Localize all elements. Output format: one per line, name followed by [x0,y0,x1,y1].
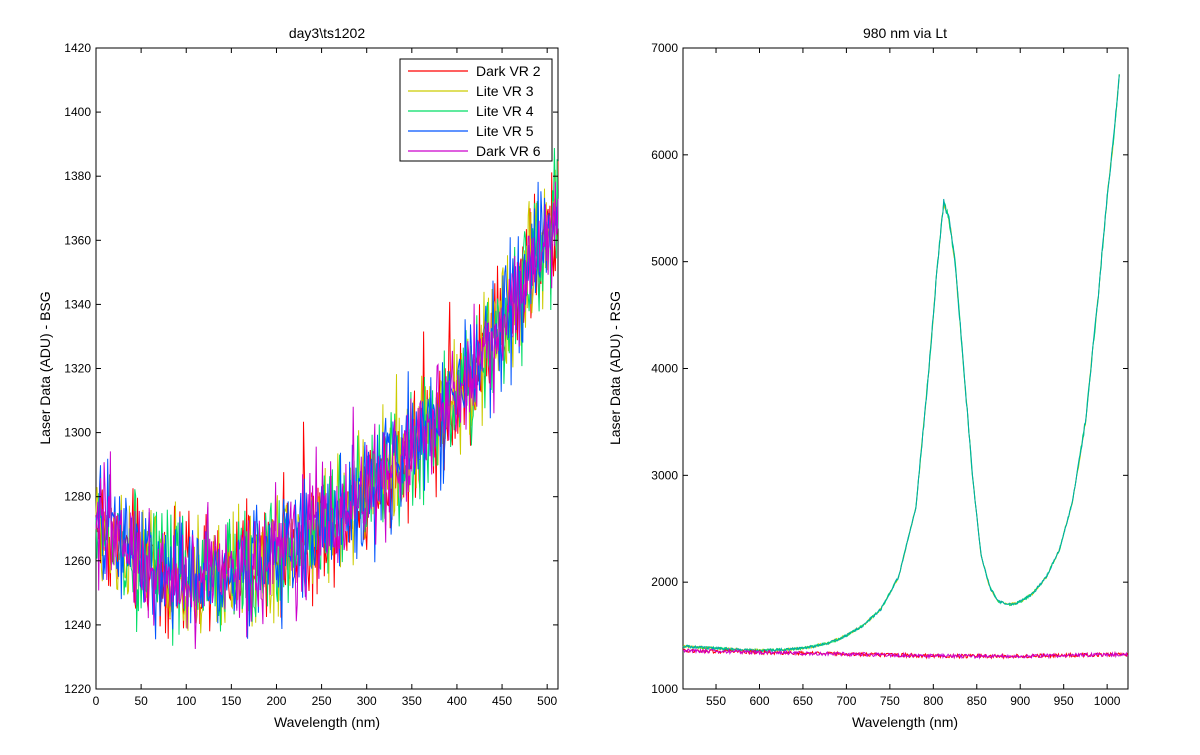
right-x-tick-label: 600 [749,694,769,708]
left-y-tick-label: 1300 [64,426,91,440]
right-chart: 550 600 650 700 750 800 850 900 950 1000 1000 2000… [607,25,1129,730]
left-x-tick-label: 100 [176,694,196,708]
right-x-tick-label: 900 [1010,694,1030,708]
left-y-tick-label: 1420 [64,41,91,55]
left-x-ticks: 0 50 100 150 200 250 300 350 400 450 500 [93,48,558,708]
right-series-group [682,74,1129,660]
left-series-group [95,147,559,650]
left-x-tick-label: 400 [447,694,467,708]
right-y-tick-label: 4000 [651,362,678,376]
right-x-tick-label: 1000 [1094,694,1121,708]
left-x-tick-label: 500 [537,694,557,708]
right-y-tick-label: 3000 [651,468,678,482]
right-x-axis-label: Wavelength (nm) [852,714,958,730]
right-x-tick-label: 700 [836,694,856,708]
right-x-tick-label: 550 [706,694,726,708]
right-y-axis-label: Laser Data (ADU) - RSG [607,291,623,445]
left-y-tick-label: 1260 [64,554,91,568]
right-x-tick-label: 950 [1054,694,1074,708]
legend-label-3: Lite VR 4 [476,103,534,119]
left-legend: Dark VR 2 Lite VR 3 Lite VR 4 Lite VR 5 Dark… [399,58,553,162]
legend-items: Dark VR 2 Lite VR 3 Lite VR 4 Lite VR 5 Dark… [408,63,541,159]
legend-label-5: Dark VR 6 [476,143,541,159]
left-y-tick-label: 1220 [64,682,91,696]
left-y-tick-label: 1320 [64,362,91,376]
right-y-tick-label: 2000 [651,575,678,589]
right-x-tick-label: 850 [967,694,987,708]
left-x-tick-label: 450 [492,694,512,708]
right-x-ticks: 550 600 650 700 750 800 850 900 950 1000 [706,48,1121,708]
left-x-tick-label: 200 [266,694,286,708]
left-x-tick-label: 350 [402,694,422,708]
right-y-tick-label: 1000 [651,682,678,696]
left-y-tick-label: 1240 [64,618,91,632]
left-y-tick-label: 1280 [64,490,91,504]
left-x-tick-label: 0 [93,694,100,708]
dark-series-line-2 [682,647,1129,660]
legend-label-1: Dark VR 2 [476,63,541,79]
right-y-ticks: 1000 2000 3000 4000 5000 6000 7000 [651,41,1128,696]
left-x-axis-label: Wavelength (nm) [274,714,380,730]
right-chart-title: 980 nm via Lt [863,25,947,41]
series-line-5 [95,181,559,650]
right-plot-area [682,47,1129,690]
legend-label-2: Lite VR 3 [476,83,534,99]
right-x-tick-label: 650 [793,694,813,708]
lite-series-line-3 [682,74,1120,653]
right-y-tick-label: 7000 [651,41,678,55]
right-y-tick-label: 5000 [651,255,678,269]
right-y-tick-label: 6000 [651,148,678,162]
left-y-axis-label: Laser Data (ADU) - BSG [37,291,53,444]
right-x-tick-label: 800 [923,694,943,708]
left-chart: 0 50 100 150 200 250 300 350 400 450 500 122012401… [37,25,559,730]
left-x-tick-label: 250 [312,694,332,708]
left-x-tick-label: 300 [357,694,377,708]
left-y-tick-label: 1340 [64,297,91,311]
left-y-ticks: 1220 1240 1260 1280 1300 1320 1340 1360 1380 1400… [64,41,558,696]
left-y-tick-label: 1400 [64,105,91,119]
left-y-tick-label: 1380 [64,169,91,183]
left-x-tick-label: 50 [134,694,148,708]
legend-box [399,58,553,162]
left-x-tick-label: 150 [221,694,241,708]
right-x-tick-label: 750 [880,694,900,708]
left-chart-title: day3\ts1202 [289,25,365,41]
left-y-tick-label: 1360 [64,233,91,247]
legend-label-4: Lite VR 5 [476,123,534,139]
